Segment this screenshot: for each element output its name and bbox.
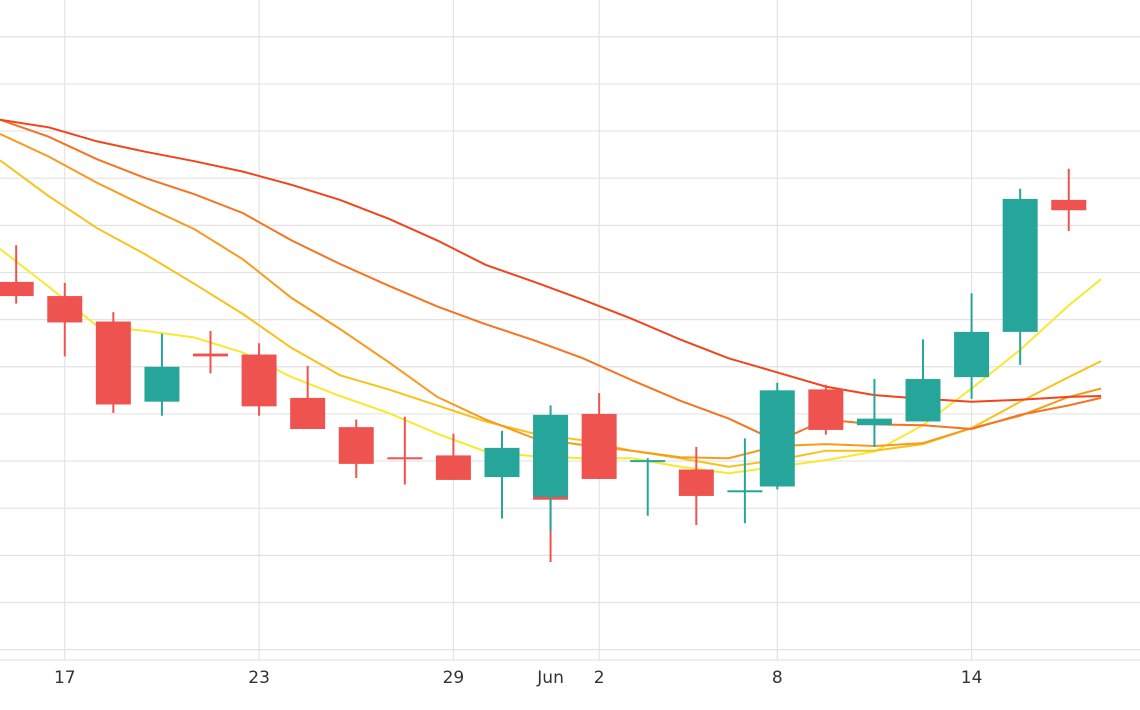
candle-body (435, 455, 471, 480)
x-tick-label: 29 (443, 668, 465, 688)
candle-down (435, 433, 471, 480)
candle-body (905, 379, 941, 422)
candle-down (241, 343, 277, 416)
candle-body (727, 490, 763, 493)
candle-body (95, 321, 131, 405)
candle-up (759, 382, 795, 490)
moving-average-line-4 (0, 118, 1102, 443)
candle-body (533, 414, 569, 497)
candle-body (1002, 198, 1038, 332)
candle-up (905, 339, 941, 422)
candle-body (808, 389, 844, 430)
candle-up (1002, 188, 1038, 365)
candle-down (95, 312, 131, 413)
candle-body (759, 390, 795, 487)
candle-down (678, 446, 714, 526)
candle-body (856, 418, 892, 426)
candle-down (47, 282, 83, 357)
candle-down (581, 393, 617, 479)
candles (0, 168, 1087, 562)
x-tick-label: 2 (594, 668, 605, 688)
candle-up (630, 458, 666, 516)
x-tick-label: 14 (961, 668, 983, 688)
candle-body (241, 354, 277, 407)
x-tick-label: Jun (536, 668, 564, 688)
candle-up (856, 379, 892, 447)
candle-down (387, 416, 423, 485)
x-tick-label: 17 (54, 668, 76, 688)
candle-body (193, 353, 229, 357)
x-axis: 17 23 29 Jun 2 8 14 (54, 668, 982, 688)
candle-up (484, 430, 520, 519)
candle-down (290, 365, 326, 429)
candle-body (338, 427, 374, 464)
candle-body (0, 281, 34, 297)
candle-down (1051, 168, 1087, 231)
candle-body (484, 447, 520, 478)
candle-body (144, 366, 180, 402)
candle-down (808, 384, 844, 435)
candle-up (727, 438, 763, 524)
candle-body (387, 457, 423, 460)
candle-body (630, 460, 666, 463)
grid (0, 0, 1140, 661)
candle-up (954, 293, 990, 399)
candle-down (193, 330, 229, 374)
x-tick-label: 23 (248, 668, 270, 688)
candle-up (144, 333, 180, 416)
candle-body (581, 413, 617, 479)
candle-down (338, 419, 374, 479)
candle-body (954, 331, 990, 378)
candle-body (47, 296, 83, 323)
candle-down (0, 245, 34, 304)
candle-body (1051, 199, 1087, 211)
candle-body (290, 397, 326, 429)
moving-average-line-5 (0, 118, 1102, 403)
x-tick-label: 8 (772, 668, 783, 688)
candle-body (678, 469, 714, 496)
candle-up (533, 405, 569, 531)
